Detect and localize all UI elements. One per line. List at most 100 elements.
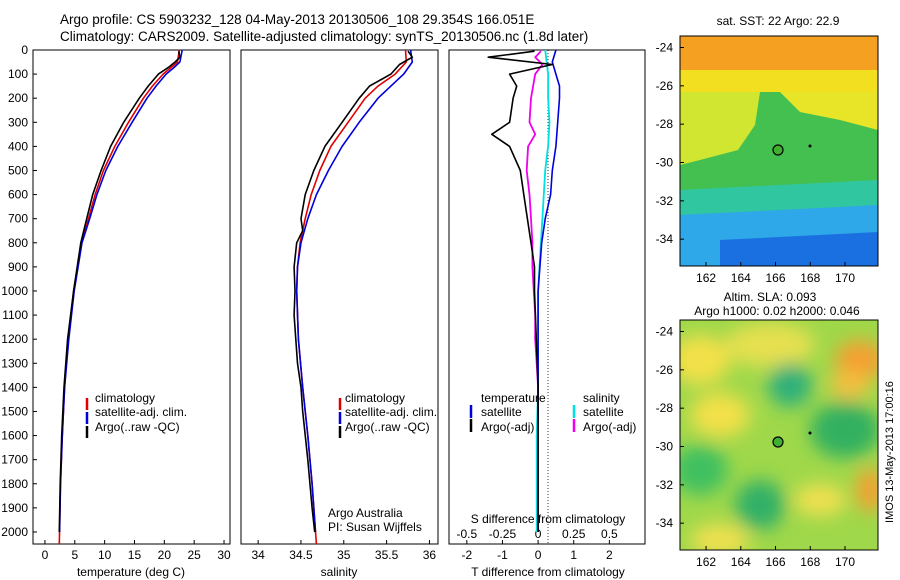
lon-tick-label: 162 — [696, 271, 716, 285]
sst-coldest-band — [720, 232, 878, 266]
lon-tick-label: 168 — [800, 271, 820, 285]
legend-label-argo: Argo(..raw -QC) — [95, 420, 180, 434]
depth-tick-label: 2000 — [1, 525, 28, 539]
t-tick-label: 0 — [535, 548, 542, 562]
argo-float-marker — [772, 436, 784, 448]
salinity-lines — [293, 49, 414, 545]
lon-tick-label: 164 — [731, 555, 751, 569]
timestamp-stamp: IMOS 13-May-2013 17:00:16 — [884, 381, 896, 523]
legend-title-salinity: salinity — [583, 391, 620, 405]
x-tick-label: 35 — [337, 548, 351, 562]
sst-map-frame — [679, 35, 879, 267]
salinity-panel: 34 34.5 35 35.5 36 climatology satellite-adj… — [240, 49, 439, 579]
lat-tick-label: -24 — [656, 41, 674, 55]
x-tick-label: 34.5 — [289, 548, 313, 562]
depth-tick-label: 200 — [8, 91, 28, 105]
difference-panel: -2 -1 0 1 2 -0.5 -0.25 0 0.25 0.5 temperature sal… — [448, 49, 646, 579]
s-tick-label: 0.25 — [562, 527, 586, 541]
depth-tick-label: 600 — [8, 188, 28, 202]
temperature-axes — [32, 49, 231, 545]
x-tick-label: 25 — [188, 548, 202, 562]
depth-tick-label: 1100 — [2, 308, 28, 322]
legend-label-s-argo: Argo(-adj) — [583, 420, 636, 434]
sla-map: Altim. SLA: 0.093 Argo h1000: 0.02 h2000… — [656, 290, 896, 569]
t-tick-label: -1 — [497, 548, 508, 562]
lon-tick-label: 162 — [696, 555, 716, 569]
legend-label-satellite: satellite-adj. clim. — [95, 405, 187, 419]
s-tick-label: -0.5 — [456, 527, 477, 541]
sst-point-marker — [808, 144, 812, 148]
t-difference-label: T difference from climatology — [471, 565, 625, 579]
sst-field — [680, 36, 878, 266]
series-line-argo-raw-qc — [58, 51, 181, 533]
depth-tick-label: 1400 — [1, 380, 28, 394]
sla-point-marker — [808, 431, 812, 435]
lat-tick-label: -26 — [656, 79, 674, 93]
temperature-lines — [58, 49, 183, 545]
temperature-legend: climatology satellite-adj. clim. Argo(..… — [85, 391, 187, 438]
lat-tick-label: -32 — [656, 478, 674, 492]
depth-tick-label: 1000 — [1, 284, 28, 298]
sla-map-title: Altim. SLA: 0.093 — [724, 290, 817, 304]
argo-float-marker — [772, 144, 784, 156]
difference-lines — [487, 49, 561, 532]
depth-tick-label: 700 — [8, 212, 28, 226]
depth-tick-label: 0 — [21, 43, 28, 57]
sst-yellow-east — [780, 92, 878, 130]
lat-tick-label: -34 — [656, 232, 674, 246]
t-tick-label: 2 — [606, 548, 613, 562]
x-tick-label: 30 — [217, 548, 231, 562]
figure-title-line2: Climatology: CARS2009. Satellite-adjuste… — [60, 29, 589, 44]
lon-tick-label: 168 — [800, 555, 820, 569]
sst-map-title: sat. SST: 22 Argo: 22.9 — [717, 14, 840, 28]
lon-tick-label: 164 — [731, 271, 751, 285]
depth-tick-label: 500 — [8, 163, 28, 177]
depth-axis: 0 100 200 300 400 500 600 700 800 900 1000 1100 1200… — [1, 43, 452, 539]
t-tick-label: -2 — [461, 548, 472, 562]
x-tick-label: 0 — [42, 548, 49, 562]
difference-x-axis: -2 -1 0 1 2 -0.5 -0.25 0 0.25 0.5 — [456, 527, 618, 562]
salinity-x-label: salinity — [321, 565, 358, 579]
s-tick-label: -0.25 — [489, 527, 517, 541]
salinity-axes — [240, 49, 439, 545]
argo-australia-note: Argo Australia — [328, 506, 403, 520]
sla-field — [680, 320, 878, 550]
lat-tick-label: -30 — [656, 440, 674, 454]
x-tick-label: 10 — [98, 548, 112, 562]
sst-map: sat. SST: 22 Argo: 22.9 -24-26-28-30-32-… — [656, 14, 879, 285]
sla-blobs — [680, 323, 878, 550]
depth-tick-label: 100 — [8, 67, 28, 81]
depth-tick-label: 900 — [8, 260, 28, 274]
lon-tick-label: 166 — [766, 271, 786, 285]
legend-label-t-satellite: satellite — [481, 405, 522, 419]
lon-tick-label: 166 — [766, 555, 786, 569]
depth-tick-label: 1700 — [1, 453, 28, 467]
lon-tick-label: 170 — [835, 555, 855, 569]
salinity-x-axis: 34 34.5 35 35.5 36 — [251, 540, 436, 562]
legend-title-temperature: temperature — [481, 391, 546, 405]
series-line-argo-raw-qc — [293, 50, 414, 533]
lat-tick-label: -24 — [656, 325, 674, 339]
s-difference-label: S difference from climatology — [471, 512, 626, 526]
x-tick-label: 15 — [128, 548, 142, 562]
legend-label-satellite: satellite-adj. clim. — [345, 405, 437, 419]
x-tick-label: 5 — [71, 548, 78, 562]
salinity-legend: climatology satellite-adj. clim. Argo(..… — [338, 391, 437, 438]
series-line-satellite-adj-clim — [295, 49, 414, 533]
s-tick-label: 0.5 — [601, 527, 618, 541]
depth-tick-label: 1200 — [1, 332, 28, 346]
pi-note: PI: Susan Wijffels — [328, 520, 422, 534]
series-line-argo-adj — [525, 50, 544, 412]
depth-tick-label: 1800 — [1, 477, 28, 491]
x-tick-label: 34 — [251, 548, 265, 562]
temperature-panel: 0100200300400500600700800900100011001200… — [1, 43, 452, 579]
difference-legend: temperature salinity satellite Argo(-adj… — [469, 391, 636, 434]
sst-yellow-tongue — [680, 92, 760, 165]
x-tick-label: 35.5 — [375, 548, 399, 562]
legend-label-t-argo: Argo(-adj) — [481, 420, 534, 434]
difference-axes — [448, 49, 646, 545]
depth-tick-label: 1600 — [1, 429, 28, 443]
sla-axis-ticks: -24 -26 -28 -30 -32 -34 162 164 166 168 170 — [656, 325, 856, 570]
lat-tick-label: -26 — [656, 363, 674, 377]
lon-tick-label: 170 — [835, 271, 855, 285]
